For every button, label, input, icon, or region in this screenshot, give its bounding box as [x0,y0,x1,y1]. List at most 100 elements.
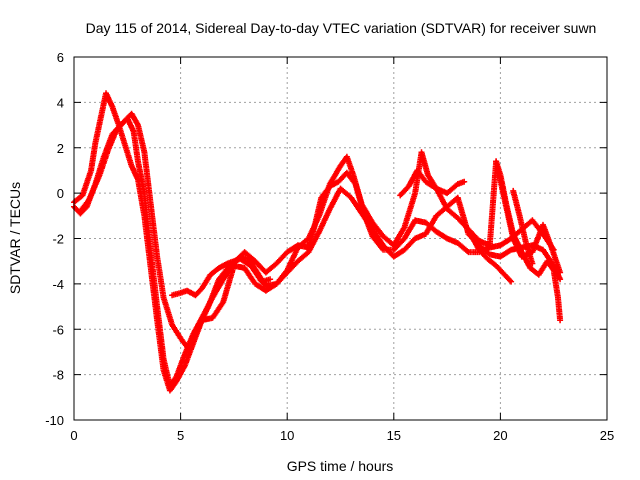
data-point [456,216,459,220]
series-track [467,231,515,285]
data-point [243,266,246,270]
axis-ticks [73,56,608,421]
chart-title: Day 115 of 2014, Sidereal Day-to-day VTE… [86,20,597,36]
data-point [286,250,289,254]
data-point [89,169,93,172]
data-point [79,210,82,213]
data-point [456,241,459,245]
data-point [552,269,555,272]
data-point [403,237,406,240]
data-point [345,171,349,174]
data-point [296,246,300,249]
series-track [397,167,468,199]
data-point [249,264,253,267]
data-point [217,278,221,281]
data-point [87,198,91,202]
data-point [426,173,430,177]
data-point [511,189,515,193]
data-point [541,248,545,252]
data-point [247,257,251,261]
data-point [136,160,140,163]
data-point [345,155,349,159]
series-track [169,255,274,299]
data-point [529,266,532,270]
data-point [456,196,459,199]
data-point [209,273,212,276]
data-point [339,187,342,190]
data-point [505,205,508,208]
data-point [462,180,466,183]
data-point [307,250,310,254]
data-point [403,225,406,229]
data-point [435,214,438,218]
data-point [488,244,491,247]
data-point [317,230,321,233]
x-tick-label: 0 [70,428,77,443]
data-point [339,164,342,168]
data-point [494,160,498,163]
y-tick-label: -4 [52,277,64,292]
data-point [467,228,470,231]
data-point [185,289,189,292]
data-point [499,173,502,177]
data-point [531,262,534,265]
data-point [392,244,395,247]
data-point [456,182,459,186]
data-point [130,164,133,168]
data-point [467,250,470,254]
y-tick-label: 0 [57,186,64,201]
data-point [424,221,427,224]
data-point [264,271,268,274]
data-point [403,248,406,252]
data-point [509,248,513,252]
data-point [211,316,214,320]
data-point [194,294,197,297]
axis-tick-labels: 0 5 10 15 20 25 -10 -8 -6 -4 -2 0 2 4 6 [45,50,614,443]
data-point [558,318,562,322]
data-point [371,228,374,231]
x-tick-label: 25 [600,428,614,443]
x-tick-label: 15 [387,428,401,443]
data-point [254,282,257,286]
data-point [445,237,449,240]
data-point [381,244,385,247]
data-point [524,241,528,245]
data-point [445,191,449,195]
data-point [511,232,515,236]
data-point [307,237,310,240]
data-point [94,142,97,145]
x-axis-label: GPS time / hours [287,458,394,474]
data-point [183,364,187,367]
data-point [558,278,562,281]
data-point [494,264,498,267]
y-tick-label: -8 [52,368,64,383]
data-series [71,90,564,394]
y-tick-label: -10 [45,413,64,428]
data-point [371,221,374,224]
data-point [286,269,289,272]
data-point [413,191,417,195]
data-point [179,291,182,295]
data-point [360,212,364,215]
data-point [175,380,178,383]
data-point [424,232,427,236]
data-point [170,294,174,297]
data-point [296,259,300,263]
x-tick-label: 20 [493,428,507,443]
data-point [556,296,560,299]
data-point [503,273,506,276]
data-point [149,203,152,206]
data-point [143,191,146,195]
data-point [546,259,549,263]
data-point [123,119,127,122]
x-tick-label: 5 [177,428,184,443]
data-point [435,230,438,233]
data-point [81,194,84,197]
data-point [115,128,118,131]
data-point [143,151,146,154]
data-point [222,300,225,304]
data-point [413,237,417,240]
data-point [268,278,272,281]
data-point [254,259,257,263]
data-point [509,280,513,283]
